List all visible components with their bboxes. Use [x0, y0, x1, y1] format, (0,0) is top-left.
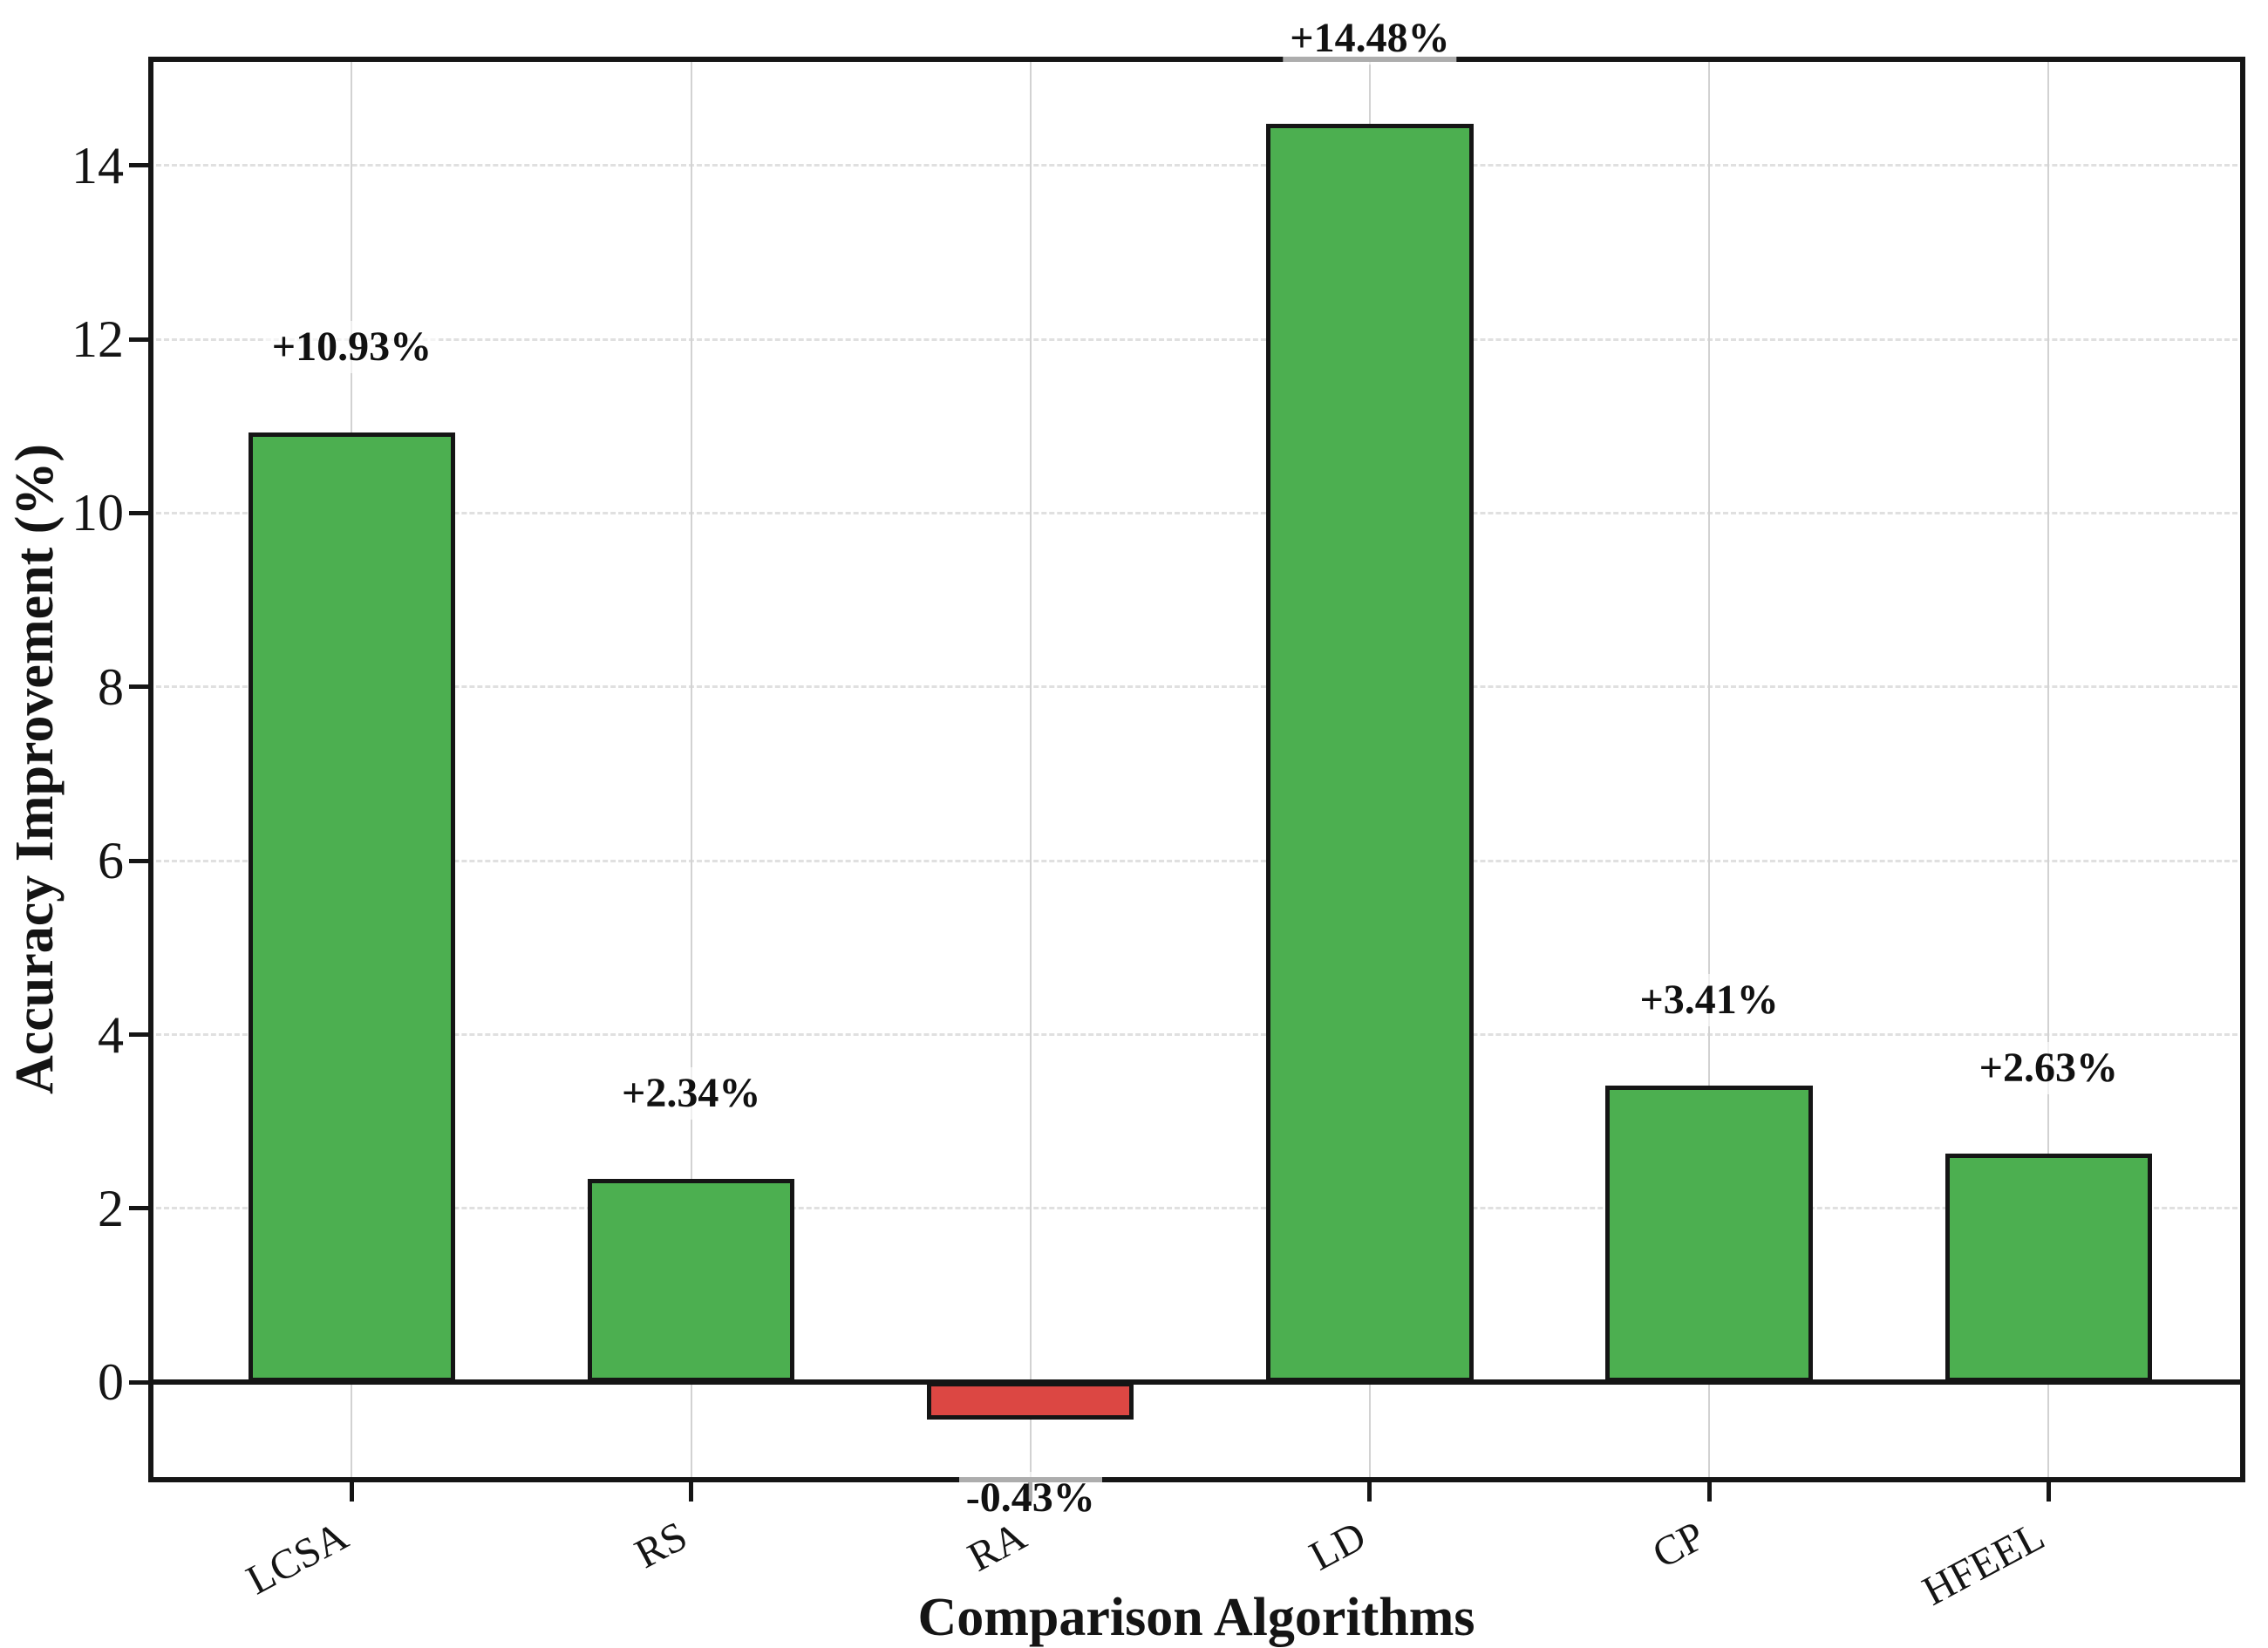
- bar-cp: [1605, 1086, 1813, 1383]
- h-gridline-14: [148, 164, 2245, 167]
- x-tick-label-hfeel: HFEEL: [1915, 1512, 2053, 1615]
- y-tick-label-12: 12: [72, 310, 124, 368]
- x-tick-hfeel: [2046, 1482, 2051, 1502]
- x-tick-label-cp: CP: [1645, 1512, 1713, 1578]
- y-tick-6: [129, 858, 148, 863]
- bar-lcsa: [248, 432, 456, 1383]
- y-tick-14: [129, 163, 148, 168]
- y-tick-label-2: 2: [98, 1179, 124, 1237]
- bar-rs: [587, 1179, 795, 1383]
- x-tick-label-lcsa: LCSA: [239, 1512, 356, 1604]
- y-tick-label-0: 0: [98, 1353, 124, 1412]
- bar-ra: [927, 1382, 1134, 1420]
- x-tick-label-rs: RS: [627, 1512, 695, 1578]
- plot-border: [148, 57, 2245, 1482]
- h-gridline-10: [148, 511, 2245, 514]
- y-tick-8: [129, 684, 148, 690]
- bar-value-label-ra: -0.43%: [958, 1472, 1102, 1525]
- h-gridline-6: [148, 859, 2245, 862]
- y-tick-10: [129, 510, 148, 515]
- v-gridline-rs: [690, 57, 692, 1482]
- bar-value-label-lcsa: +10.93%: [264, 320, 439, 373]
- h-gridline-4: [148, 1033, 2245, 1037]
- y-tick-label-4: 4: [98, 1005, 124, 1064]
- h-gridline-2: [148, 1207, 2245, 1210]
- x-tick-label-ld: LD: [1302, 1512, 1373, 1580]
- x-tick-rs: [689, 1482, 694, 1502]
- bar-value-label-hfeel: +2.63%: [1972, 1042, 2125, 1095]
- x-tick-cp: [1706, 1482, 1712, 1502]
- bar-value-label-cp: +3.41%: [1632, 974, 1786, 1027]
- y-tick-label-6: 6: [98, 832, 124, 890]
- h-gridline-8: [148, 685, 2245, 689]
- h-gridline-12: [148, 337, 2245, 341]
- x-tick-ld: [1367, 1482, 1372, 1502]
- y-tick-2: [129, 1206, 148, 1211]
- y-tick-label-8: 8: [98, 657, 124, 716]
- v-gridline-hfeel: [2047, 57, 2050, 1482]
- y-tick-12: [129, 337, 148, 342]
- v-gridline-cp: [1708, 57, 1711, 1482]
- y-tick-0: [129, 1379, 148, 1385]
- y-tick-label-10: 10: [72, 484, 124, 542]
- y-axis-title: Accuracy Improvement (%): [5, 443, 65, 1095]
- plot-area: [148, 57, 2245, 1482]
- y-tick-4: [129, 1032, 148, 1038]
- x-tick-lcsa: [349, 1482, 354, 1502]
- bar-ld: [1266, 123, 1474, 1383]
- bar-value-label-rs: +2.34%: [614, 1067, 768, 1120]
- y-tick-label-14: 14: [72, 136, 124, 194]
- bar-hfeel: [1944, 1154, 2152, 1383]
- v-gridline-ra: [1029, 57, 1032, 1482]
- zero-baseline: [148, 1379, 2245, 1386]
- bar-value-label-ld: +14.48%: [1283, 11, 1457, 65]
- x-axis-title: Comparison Algorithms: [917, 1588, 1475, 1647]
